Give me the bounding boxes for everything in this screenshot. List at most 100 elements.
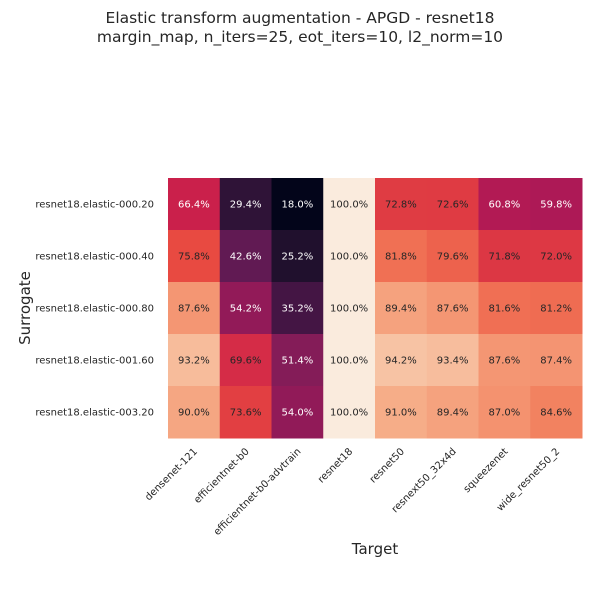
y-tick-label: resnet18.elastic-000.20: [35, 200, 154, 211]
x-tick-label: squeezenet: [462, 446, 511, 495]
heatmap-cell: [426, 230, 479, 283]
heatmap-cell: [426, 282, 479, 335]
heatmap-cell: [375, 230, 428, 283]
y-axis-label: Surrogate: [16, 271, 34, 345]
cell-value-label: 18.0%: [281, 200, 313, 211]
heatmap-cell: [426, 178, 479, 231]
heatmap-cell: [219, 334, 272, 387]
x-tick-labels: densenet-121efficientnet-b0efficientnet-…: [143, 446, 562, 538]
x-tick-label: efficientnet-b0-advtrain: [212, 446, 304, 538]
cell-value-label: 87.0%: [488, 408, 520, 419]
cell-value-label: 93.2%: [178, 356, 210, 367]
heatmap-cell: [375, 178, 428, 231]
y-tick-label: resnet18.elastic-000.80: [35, 304, 154, 315]
cell-value-label: 84.6%: [540, 408, 572, 419]
heatmap-cell: [478, 282, 531, 335]
heatmap-cell: [271, 386, 324, 439]
heatmap-cell: [219, 230, 272, 283]
heatmap-cell: [323, 334, 376, 387]
heatmap-cell: [478, 386, 531, 439]
cell-value-label: 87.4%: [540, 356, 572, 367]
heatmap-cell: [219, 178, 272, 231]
x-tick-label: resnet18: [316, 446, 355, 485]
x-tick-label: efficientnet-b0: [192, 446, 252, 506]
heatmap-cell: [168, 282, 221, 335]
cell-value-label: 59.8%: [540, 200, 572, 211]
chart-subtitle: margin_map, n_iters=25, eot_iters=10, l2…: [97, 28, 503, 47]
heatmap-cell: [168, 178, 221, 231]
x-axis-label: Target: [351, 540, 399, 558]
heatmap-cell: [530, 178, 583, 231]
heatmap-cells: [168, 178, 583, 439]
y-tick-labels: resnet18.elastic-000.20 resnet18.elastic-…: [35, 200, 154, 419]
cell-value-label: 100.0%: [330, 356, 368, 367]
cell-value-label: 25.2%: [281, 252, 313, 263]
heatmap-cell: [219, 386, 272, 439]
cell-value-label: 54.0%: [281, 408, 313, 419]
heatmap-cell: [530, 282, 583, 335]
heatmap-cell: [530, 386, 583, 439]
cell-value-label: 75.8%: [178, 252, 210, 263]
cell-value-label: 93.4%: [437, 356, 469, 367]
y-tick-label: resnet18.elastic-003.20: [35, 408, 154, 419]
heatmap-cell: [168, 386, 221, 439]
heatmap-cell: [219, 282, 272, 335]
cell-value-label: 66.4%: [178, 200, 210, 211]
heatmap-cell: [323, 282, 376, 335]
cell-value-label: 81.8%: [385, 252, 417, 263]
heatmap-cell: [168, 334, 221, 387]
heatmap-cell: [271, 282, 324, 335]
cell-value-label: 81.2%: [540, 304, 572, 315]
cell-value-label: 72.0%: [540, 252, 572, 263]
heatmap-cell: [426, 334, 479, 387]
heatmap-cell: [375, 386, 428, 439]
y-tick-label: resnet18.elastic-001.60: [35, 356, 154, 367]
heatmap-cell: [478, 178, 531, 231]
cell-value-label: 100.0%: [330, 304, 368, 315]
cell-value-label: 87.6%: [437, 304, 469, 315]
heatmap-cell: [323, 230, 376, 283]
cell-value-label: 100.0%: [330, 252, 368, 263]
cell-value-label: 54.2%: [230, 304, 262, 315]
cell-value-label: 100.0%: [330, 200, 368, 211]
cell-value-label: 100.0%: [330, 408, 368, 419]
chart-title: Elastic transform augmentation - APGD - …: [106, 9, 495, 27]
heatmap-cell: [530, 334, 583, 387]
cell-value-label: 81.6%: [488, 304, 520, 315]
heatmap-cell: [478, 334, 531, 387]
cell-value-label: 79.6%: [437, 252, 469, 263]
cell-value-label: 60.8%: [488, 200, 520, 211]
x-tick-label: resnet50: [368, 446, 407, 485]
cell-value-label: 87.6%: [178, 304, 210, 315]
heatmap-cell: [323, 178, 376, 231]
cell-value-label: 72.6%: [437, 200, 469, 211]
heatmap-cell: [426, 386, 479, 439]
heatmap-cell: [530, 230, 583, 283]
heatmap-cell: [271, 334, 324, 387]
cell-value-label: 91.0%: [385, 408, 417, 419]
cell-value-label: 69.6%: [230, 356, 262, 367]
cell-value-label: 89.4%: [385, 304, 417, 315]
x-tick-label: densenet-121: [143, 446, 200, 503]
heatmap-cell: [323, 386, 376, 439]
y-tick-label: resnet18.elastic-000.40: [35, 252, 154, 263]
cell-value-label: 71.8%: [488, 252, 520, 263]
heatmap-cell: [478, 230, 531, 283]
heatmap-cell: [375, 334, 428, 387]
cell-value-label: 42.6%: [230, 252, 262, 263]
cell-value-label: 51.4%: [281, 356, 313, 367]
cell-value-label: 35.2%: [281, 304, 313, 315]
heatmap-cell: [271, 230, 324, 283]
cell-value-label: 72.8%: [385, 200, 417, 211]
heatmap-cell-labels: 66.4% 29.4% 18.0% 100.0% 72.8% 72.6% 60.8% 59.8…: [178, 200, 572, 419]
cell-value-label: 29.4%: [230, 200, 262, 211]
heatmap-cell: [168, 230, 221, 283]
cell-value-label: 87.6%: [488, 356, 520, 367]
cell-value-label: 94.2%: [385, 356, 417, 367]
cell-value-label: 90.0%: [178, 408, 210, 419]
heatmap-cell: [271, 178, 324, 231]
heatmap-cell: [375, 282, 428, 335]
cell-value-label: 89.4%: [437, 408, 469, 419]
cell-value-label: 73.6%: [230, 408, 262, 419]
